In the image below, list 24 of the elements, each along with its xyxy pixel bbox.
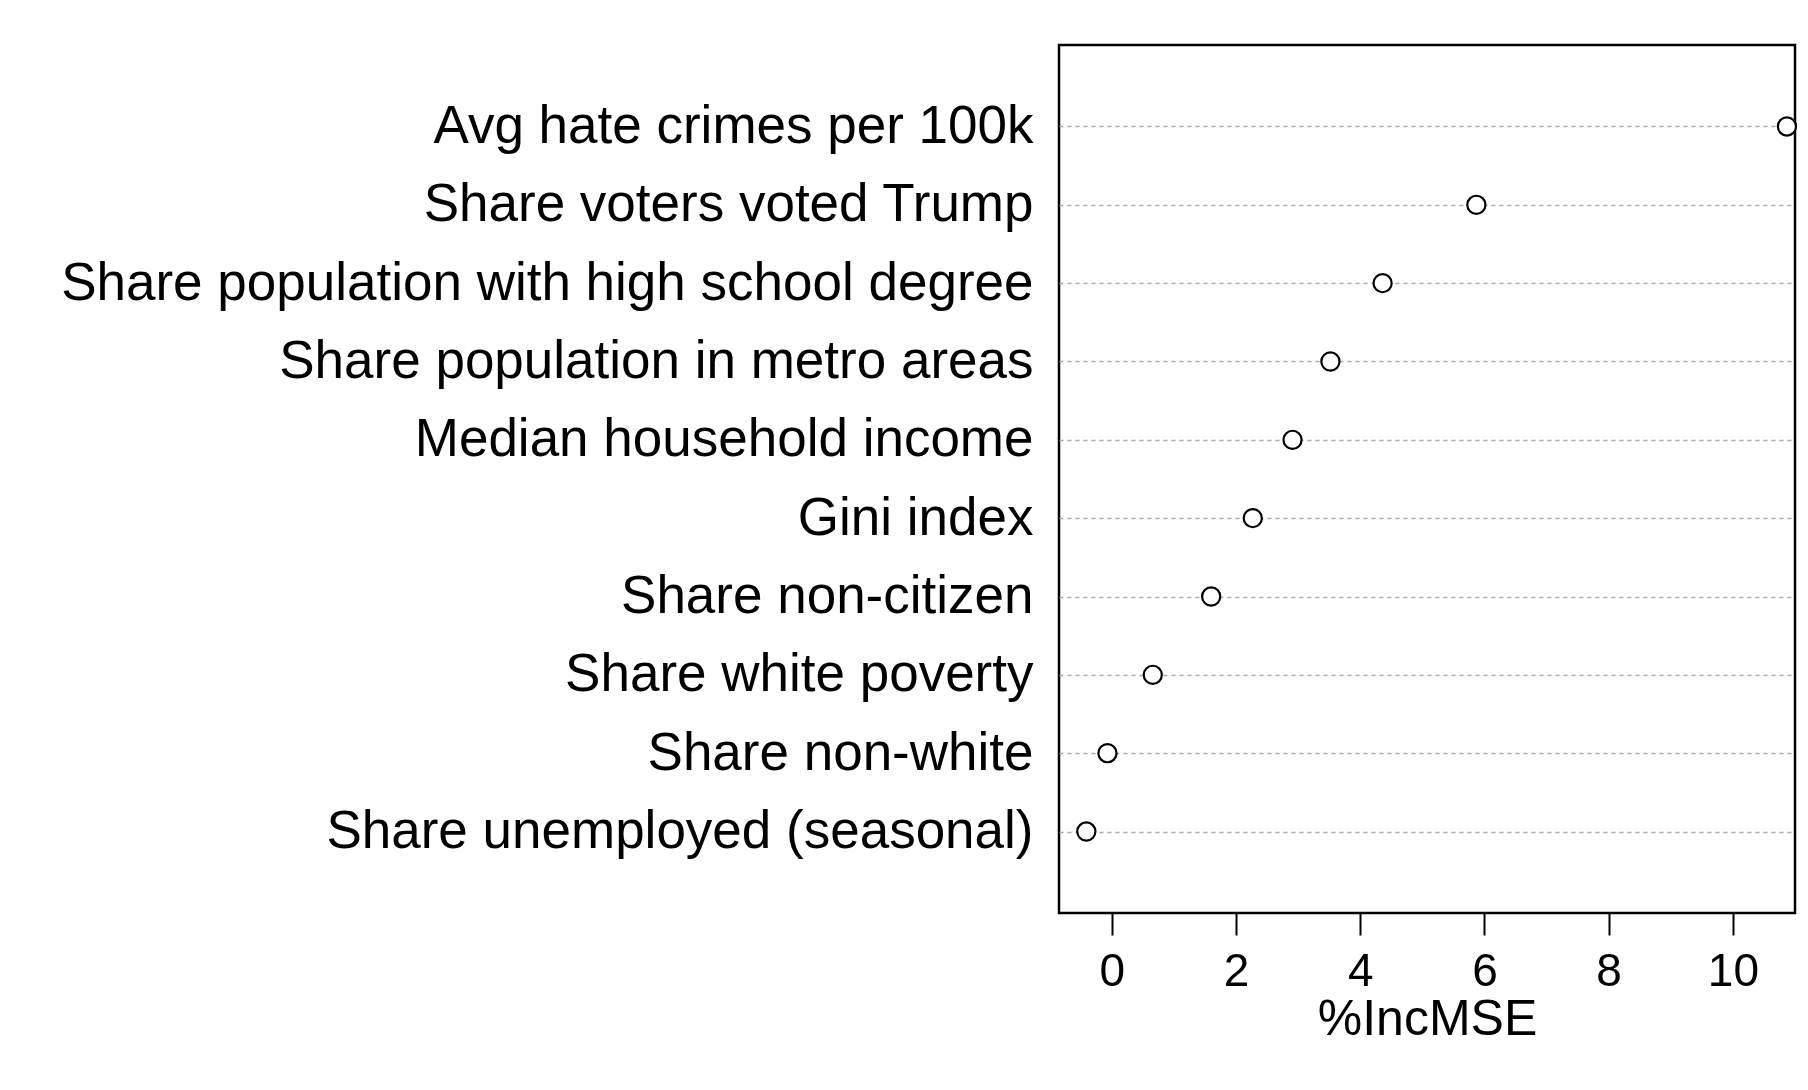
point: [1372, 272, 1393, 294]
y-tick-label: Share population in metro areas: [279, 329, 1034, 389]
y-tick-label: Share voters voted Trump: [423, 173, 1034, 233]
y-tick-label: Share unemployed (seasonal): [326, 800, 1034, 860]
point: [1097, 743, 1118, 764]
point: [1776, 116, 1798, 137]
y-tick-label: Share non-white: [647, 721, 1034, 781]
y-tick-label: Share population with high school degree: [61, 251, 1034, 311]
x-tick-label: 10: [1707, 943, 1759, 996]
y-tick-label: Share non-citizen: [621, 565, 1034, 625]
point: [1466, 194, 1487, 215]
x-tick-label: 0: [1099, 943, 1126, 996]
point: [1142, 664, 1163, 686]
x-tick-label: 2: [1223, 943, 1250, 996]
y-tick-label: Gini index: [797, 486, 1034, 546]
y-tick-label: Median household income: [414, 408, 1034, 468]
point: [1076, 821, 1097, 842]
point: [1320, 351, 1341, 372]
x-tick-label: 8: [1596, 943, 1622, 996]
point: [1242, 508, 1263, 529]
point: [1200, 586, 1222, 607]
point: [1282, 429, 1303, 450]
y-tick-label: Share white poverty: [565, 643, 1034, 703]
y-tick-label: Avg hate crimes per 100k: [433, 94, 1034, 154]
